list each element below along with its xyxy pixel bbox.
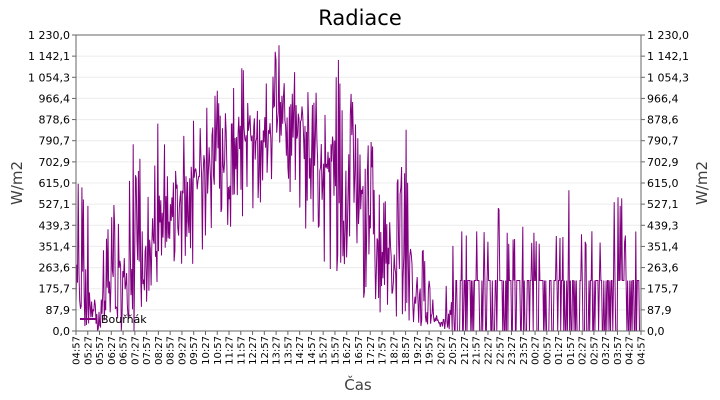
x-tick-label: 10:27: [201, 336, 212, 365]
y-tick-label-right: 1 054,3: [647, 71, 689, 84]
x-tick-label: 09:27: [177, 336, 188, 365]
y-tick-label-right: 615,0: [647, 177, 679, 190]
x-tick-label: 12:27: [248, 336, 259, 365]
x-tick-label: 03:27: [601, 336, 612, 365]
x-tick-label: 15:27: [319, 336, 330, 365]
y-tick-label-left: 527,1: [39, 198, 71, 211]
x-tick-label: 00:27: [531, 336, 542, 365]
x-tick-label: 10:57: [213, 336, 224, 365]
y-tick-label-left: 1 142,1: [28, 50, 70, 63]
x-tick-label: 05:57: [95, 336, 106, 365]
x-tick-label: 11:27: [225, 336, 236, 365]
y-tick-label-left: 263,6: [39, 262, 71, 275]
y-tick-label-left: 702,9: [39, 156, 71, 169]
x-tick-label: 19:57: [425, 336, 436, 365]
x-tick-label: 06:27: [107, 336, 118, 365]
x-tick-label: 01:27: [554, 336, 565, 365]
y-tick-label-left: 790,7: [39, 135, 71, 148]
x-tick-label: 11:57: [236, 336, 247, 365]
x-tick-label: 17:27: [366, 336, 377, 365]
x-tick-label: 17:57: [378, 336, 389, 365]
y-tick-label-left: 1 230,0: [28, 29, 70, 42]
x-tick-label: 16:27: [342, 336, 353, 365]
x-axis: 04:57 05:27 05:57 06:27 06:57 07:27 07:57 08:27…: [72, 331, 648, 365]
x-tick-label: 19:27: [413, 336, 424, 365]
x-tick-label: 05:27: [83, 336, 94, 365]
series-layer: [75, 45, 641, 332]
chart-title: Radiace: [318, 6, 402, 30]
x-tick-label: 02:27: [578, 336, 589, 365]
x-tick-label: 08:27: [154, 336, 165, 365]
y-tick-label-left: 615,0: [39, 177, 71, 190]
x-tick-label: 23:27: [507, 336, 518, 365]
legend: Bouřňák: [80, 313, 147, 326]
y-tick-label-right: 966,4: [647, 92, 679, 105]
x-tick-label: 22:57: [495, 336, 506, 365]
y-tick-label-left: 966,4: [39, 92, 71, 105]
y-tick-label-right: 1 142,1: [647, 50, 689, 63]
y-tick-label-left: 175,7: [39, 283, 71, 296]
y-tick-label-right: 790,7: [647, 135, 679, 148]
x-tick-label: 04:57: [72, 336, 83, 365]
y-tick-label-left: 439,3: [39, 219, 71, 232]
y-tick-label-right: 175,7: [647, 283, 679, 296]
x-tick-label: 15:57: [330, 336, 341, 365]
x-tick-label: 03:57: [613, 336, 624, 365]
x-tick-label: 02:57: [589, 336, 600, 365]
x-tick-label: 22:27: [483, 336, 494, 365]
x-tick-label: 08:57: [166, 336, 177, 365]
x-tick-label: 13:57: [283, 336, 294, 365]
x-tick-label: 16:57: [354, 336, 365, 365]
x-tick-label: 07:27: [130, 336, 141, 365]
x-tick-label: 20:27: [436, 336, 447, 365]
y-tick-label-right: 263,6: [647, 262, 679, 275]
y-tick-label-right: 527,1: [647, 198, 679, 211]
x-tick-label: 09:57: [189, 336, 200, 365]
x-tick-label: 21:57: [472, 336, 483, 365]
y-axis-left: 0,0 87,9 175,7 263,6 351,4 439,3 527,1 615,0 702…: [28, 29, 76, 338]
x-tick-label: 21:27: [460, 336, 471, 365]
y-tick-label-left: 87,9: [46, 304, 71, 317]
x-tick-label: 14:57: [307, 336, 318, 365]
y-tick-label-right: 87,9: [647, 304, 672, 317]
series-line: [75, 45, 641, 332]
y-tick-label-right: 878,6: [647, 114, 679, 127]
y-tick-label-left: 1 054,3: [28, 71, 70, 84]
y-tick-label-right: 351,4: [647, 240, 679, 253]
x-tick-label: 07:57: [142, 336, 153, 365]
y-tick-label-right: 0,0: [647, 325, 665, 338]
x-tick-label: 04:27: [625, 336, 636, 365]
y-axis-title-left: W/m2: [8, 161, 26, 205]
x-tick-label: 18:27: [389, 336, 400, 365]
y-tick-label-left: 878,6: [39, 114, 71, 127]
y-axis-right: 0,0 87,9 175,7 263,6 351,4 439,3 527,1 615,0 702…: [641, 29, 689, 338]
x-tick-label: 13:27: [272, 336, 283, 365]
x-axis-title: Čas: [344, 375, 372, 394]
x-tick-label: 20:57: [448, 336, 459, 365]
y-tick-label-right: 439,3: [647, 219, 679, 232]
x-tick-label: 06:57: [119, 336, 130, 365]
x-tick-label: 00:57: [542, 336, 553, 365]
x-tick-label: 04:57: [637, 336, 648, 365]
y-axis-title-right: W/m2: [693, 161, 711, 205]
y-tick-label-right: 702,9: [647, 156, 679, 169]
y-tick-label-right: 1 230,0: [647, 29, 689, 42]
legend-label: Bouřňák: [101, 313, 147, 326]
y-tick-label-left: 0,0: [53, 325, 71, 338]
x-tick-label: 01:57: [566, 336, 577, 365]
x-tick-label: 18:57: [401, 336, 412, 365]
x-tick-label: 14:27: [295, 336, 306, 365]
x-tick-label: 12:57: [260, 336, 271, 365]
x-tick-label: 23:57: [519, 336, 530, 365]
y-tick-label-left: 351,4: [39, 240, 71, 253]
